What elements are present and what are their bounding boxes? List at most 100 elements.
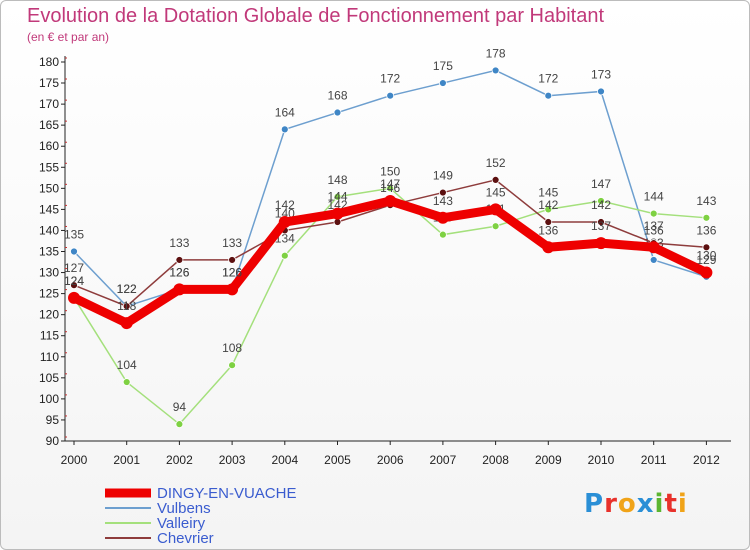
y-tick-label: 130: [39, 266, 59, 280]
series-point-chevrier: [70, 281, 78, 290]
series-point-dingy-en-vuache: [120, 317, 133, 330]
x-tick-label: 2004: [271, 453, 298, 467]
data-label-vulbens: 178: [486, 46, 506, 60]
logo-letter: t: [664, 489, 678, 519]
series-line-dingy-en-vuache: [69, 196, 711, 328]
x-tick-label: 2010: [588, 453, 615, 467]
x-tick-label: 2005: [324, 453, 351, 467]
series-point-chevrier: [175, 256, 184, 264]
legend-label-valleiry: Valleiry: [157, 515, 206, 532]
data-label-dingy-en-vuache: 144: [327, 190, 347, 204]
data-label-valleiry: 150: [380, 164, 400, 178]
logo-letter: x: [636, 489, 655, 519]
data-label-dingy-en-vuache: 142: [275, 198, 295, 212]
series-point-dingy-en-vuache: [595, 237, 607, 250]
y-tick-label: 175: [39, 76, 59, 90]
series-point-valleiry: [280, 251, 289, 260]
data-label-chevrier: 142: [538, 198, 558, 212]
y-tick-label: 170: [39, 97, 59, 111]
y-tick-label: 120: [39, 308, 59, 322]
data-label-chevrier: 133: [169, 236, 189, 250]
data-label-valleiry: 94: [173, 400, 187, 414]
data-label-dingy-en-vuache: 124: [64, 274, 84, 288]
data-label-chevrier: 127: [64, 261, 84, 275]
x-tick-label: 2007: [430, 453, 457, 467]
series-point-chevrier: [702, 243, 711, 252]
logo-letter: i: [677, 489, 688, 519]
data-label-valleiry: 145: [538, 185, 558, 199]
series-point-vulbens: [280, 125, 289, 134]
y-tick-label: 140: [39, 223, 59, 237]
series-point-vulbens: [438, 79, 447, 87]
y-tick-label: 145: [39, 202, 59, 216]
data-label-vulbens: 129: [696, 253, 716, 267]
series-point-dingy-en-vuache: [226, 283, 239, 296]
data-label-chevrier: 142: [591, 198, 611, 212]
series-point-dingy-en-vuache: [489, 203, 502, 216]
y-tick-label: 105: [39, 371, 59, 385]
y-tick-label: 155: [39, 160, 59, 174]
data-label-vulbens: 126: [169, 265, 189, 279]
data-label-valleiry: 108: [222, 341, 242, 355]
chart-title: Evolution de la Dotation Globale de Fonc…: [27, 5, 605, 27]
data-label-chevrier: 146: [380, 181, 400, 195]
series-point-vulbens: [597, 87, 605, 96]
series-point-chevrier: [491, 176, 500, 184]
series-point-chevrier: [438, 188, 447, 197]
data-label-vulbens: 175: [433, 59, 453, 73]
data-label-dingy-en-vuache: 145: [486, 185, 506, 199]
data-label-vulbens: 122: [117, 282, 137, 296]
legend-label-vulbens: Vulbens: [157, 500, 211, 517]
legend-label-dingy-en-vuache: DINGY-EN-VUACHE: [157, 485, 296, 502]
series-point-chevrier: [122, 302, 131, 311]
y-tick-label: 180: [39, 55, 59, 69]
series-point-chevrier: [544, 218, 553, 226]
series-point-valleiry: [228, 361, 237, 370]
series-point-valleiry: [122, 378, 131, 386]
series-point-vulbens: [333, 108, 342, 117]
data-label-dingy-en-vuache: 130: [696, 249, 716, 263]
series-point-valleiry: [491, 222, 500, 231]
data-label-vulbens: 172: [380, 72, 400, 86]
data-label-valleiry: 104: [117, 358, 137, 372]
series-point-valleiry: [386, 184, 395, 193]
data-label-dingy-en-vuache: 143: [433, 194, 453, 208]
data-label-chevrier: 152: [486, 156, 506, 170]
series-point-dingy-en-vuache: [331, 207, 344, 220]
data-label-vulbens: 173: [591, 67, 611, 81]
data-label-chevrier: 122: [117, 282, 137, 296]
data-label-dingy-en-vuache: 118: [117, 299, 136, 313]
y-tick-label: 160: [39, 139, 59, 153]
series-point-valleiry: [544, 205, 553, 214]
y-tick-label: 125: [39, 287, 59, 301]
data-label-vulbens: 164: [275, 105, 295, 119]
data-label-valleiry: 124: [64, 274, 84, 288]
series-point-chevrier: [228, 256, 237, 264]
data-label-vulbens: 135: [64, 228, 84, 242]
series-line-valleiry: [73, 187, 707, 426]
series-point-valleiry: [175, 420, 184, 429]
data-label-valleiry: 147: [591, 177, 611, 191]
x-tick-label: 2001: [113, 453, 140, 467]
x-tick-label: 2000: [61, 453, 88, 467]
legend-label-chevrier: Chevrier: [157, 530, 214, 547]
data-label-dingy-en-vuache: 136: [644, 223, 664, 237]
series-point-dingy-en-vuache: [384, 194, 397, 207]
data-label-valleiry: 143: [696, 194, 716, 208]
proxiti-logo: Proxiti: [584, 489, 688, 519]
series-point-valleiry: [333, 192, 342, 201]
data-label-valleiry: 144: [644, 190, 664, 204]
series-point-valleiry: [649, 209, 658, 218]
y-tick-label: 95: [46, 413, 60, 427]
x-tick-label: 2006: [377, 453, 404, 467]
series-point-valleiry: [702, 213, 711, 222]
series-point-valleiry: [597, 197, 605, 205]
data-label-dingy-en-vuache: 126: [169, 265, 189, 279]
series-point-dingy-en-vuache: [647, 241, 660, 254]
x-tick-label: 2008: [482, 453, 509, 467]
logo-letter: i: [654, 489, 665, 519]
series-point-chevrier: [597, 218, 605, 226]
series-point-dingy-en-vuache: [68, 291, 80, 304]
series-point-vulbens: [491, 66, 500, 75]
